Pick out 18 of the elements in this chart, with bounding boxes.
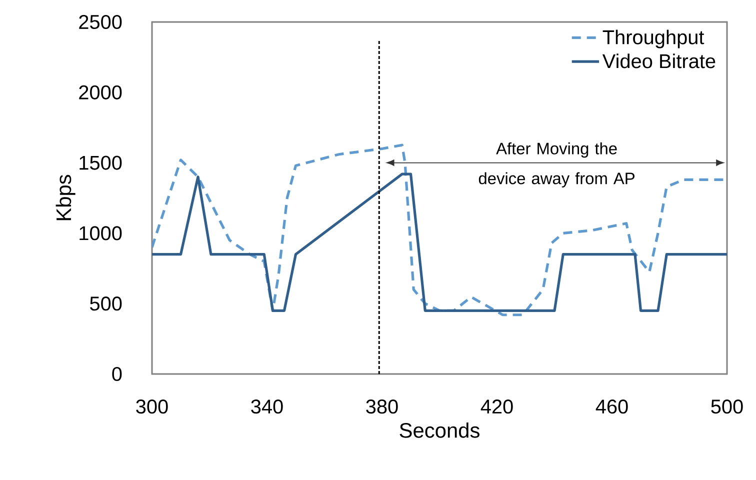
y-tick-label: 0 xyxy=(112,366,122,382)
x-tick-label: 500 xyxy=(711,400,743,414)
legend-label: Throughput xyxy=(602,30,704,48)
x-tick-label: 420 xyxy=(480,400,513,414)
line-series xyxy=(152,172,728,312)
y-tick-label: 2000 xyxy=(79,85,122,100)
y-tick-label: 1000 xyxy=(80,226,122,240)
x-axis-title: Seconds xyxy=(400,422,480,438)
legend-label: Video Bitrate xyxy=(602,54,716,68)
annotation: After Moving the device away from AP xyxy=(478,142,634,188)
y-tick-label: 500 xyxy=(90,296,122,311)
y-tick-label: 1500 xyxy=(80,156,122,170)
x-tick-label: 460 xyxy=(596,400,628,414)
x-tick-label: 340 xyxy=(251,400,283,414)
x-tick-label: 380 xyxy=(366,400,398,414)
x-tick-label: 300 xyxy=(136,400,168,414)
y-axis-title: Kbps xyxy=(56,174,76,220)
y-tick-label: 2500 xyxy=(79,14,122,30)
